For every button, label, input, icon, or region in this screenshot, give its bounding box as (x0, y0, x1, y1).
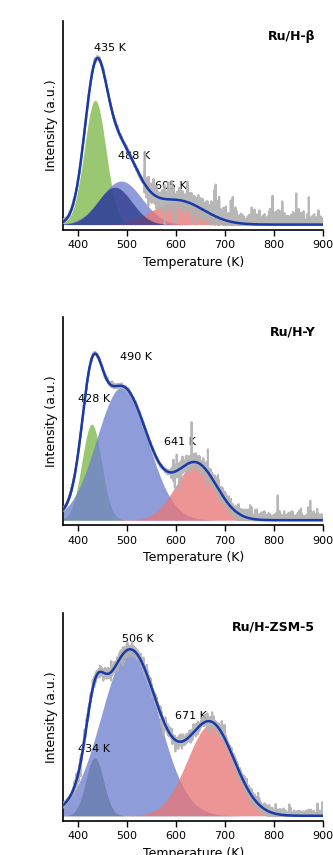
X-axis label: Temperature (K): Temperature (K) (143, 256, 244, 268)
Text: 641 K: 641 K (164, 437, 195, 447)
Text: 605 K: 605 K (156, 181, 187, 192)
Text: 506 K: 506 K (122, 634, 154, 645)
Text: 490 K: 490 K (120, 352, 152, 362)
Text: 435 K: 435 K (94, 43, 126, 53)
X-axis label: Temperature (K): Temperature (K) (143, 551, 244, 564)
Y-axis label: Intensity (a.u.): Intensity (a.u.) (45, 80, 58, 171)
Text: Ru/H-Y: Ru/H-Y (269, 325, 315, 339)
Text: 434 K: 434 K (78, 744, 110, 754)
Y-axis label: Intensity (a.u.): Intensity (a.u.) (45, 375, 58, 467)
X-axis label: Temperature (K): Temperature (K) (143, 846, 244, 855)
Text: Ru/H-ZSM-5: Ru/H-ZSM-5 (232, 621, 315, 634)
Text: 671 K: 671 K (175, 711, 207, 721)
Text: Ru/H-β: Ru/H-β (268, 30, 315, 43)
Text: 428 K: 428 K (78, 393, 110, 404)
Y-axis label: Intensity (a.u.): Intensity (a.u.) (45, 671, 58, 763)
Text: 488 K: 488 K (118, 151, 150, 162)
